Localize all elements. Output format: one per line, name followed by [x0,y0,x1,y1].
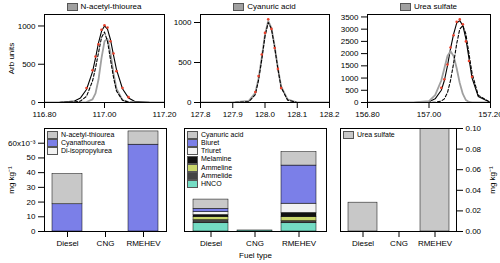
svg-text:0.06: 0.06 [466,165,482,174]
html-text:HNCO: HNCO [201,179,222,187]
svg-text:128.0: 128.0 [255,110,276,119]
html-text:Cyanuric acid: Cyanuric acid [201,131,244,138]
svg-text:2500: 2500 [341,37,359,46]
svg-text:RMEHEV: RMEHEV [282,239,317,248]
html-text:Cyanuric acid: Cyanuric acid [247,2,296,11]
svg-text:0.02: 0.02 [466,206,482,215]
svg-text:60x10⁻³: 60x10⁻³ [8,139,36,148]
svg-text:0: 0 [31,98,36,107]
html-text:Ammeline: Ammeline [201,163,233,171]
svg-text:500: 500 [22,60,36,69]
svg-text:1000: 1000 [174,18,192,27]
svg-text:CNG: CNG [390,239,408,248]
svg-text:0.10: 0.10 [466,124,482,133]
svg-text:157.00: 157.00 [417,110,442,119]
html-text:N-acetyl-thiourea: N-acetyl-thiourea [80,2,142,11]
html-text:Urea sulfate: Urea sulfate [413,2,458,11]
svg-text:3500: 3500 [341,13,359,22]
svg-text:Diesel: Diesel [200,239,222,248]
svg-text:157.20: 157.20 [478,110,500,119]
svg-text:CNG: CNG [97,239,115,248]
svg-text:RMEHEV: RMEHEV [126,239,161,248]
html-text:Triuret: Triuret [201,147,221,155]
svg-text:0: 0 [187,98,192,107]
svg-text:CNG: CNG [246,239,264,248]
svg-text:500: 500 [345,86,359,95]
svg-text:mg kg⁻¹: mg kg⁻¹ [7,166,16,194]
svg-text:30: 30 [27,183,36,192]
svg-text:0.08: 0.08 [466,145,482,154]
html-text:Urea sulfate: Urea sulfate [357,131,395,138]
svg-text:Diesel: Diesel [352,239,374,248]
svg-text:0: 0 [31,227,36,236]
svg-text:Fuel type: Fuel type [239,251,272,260]
svg-text:2000: 2000 [341,49,359,58]
svg-text:117.00: 117.00 [93,110,117,119]
svg-text:1000: 1000 [341,74,359,83]
html-text:Di-isopropylurea: Di-isopropylurea [61,147,112,155]
svg-text:127.9: 127.9 [223,110,244,119]
svg-text:mg kg⁻¹: mg kg⁻¹ [488,166,497,194]
svg-text:127.8: 127.8 [190,110,211,119]
svg-text:156.80: 156.80 [355,110,380,119]
svg-text:117.20: 117.20 [153,110,177,119]
svg-text:0.04: 0.04 [466,186,482,195]
svg-text:128.2: 128.2 [319,110,340,119]
html-text:Melamine: Melamine [201,155,232,163]
svg-text:0: 0 [354,98,359,107]
html-text:Biuret: Biuret [201,139,220,147]
svg-text:20: 20 [27,198,36,207]
svg-text:50: 50 [27,153,36,162]
svg-text:0.00: 0.00 [466,227,482,236]
svg-text:Arb units: Arb units [7,43,16,75]
svg-text:10: 10 [27,212,36,221]
html-text:N-acetyl-thiourea: N-acetyl-thiourea [61,131,115,138]
svg-text:128.1: 128.1 [287,110,308,119]
html-text:Ammelide: Ammelide [201,171,233,179]
svg-text:Diesel: Diesel [56,239,78,248]
svg-text:500: 500 [178,58,192,67]
html-text:Cyanathourea: Cyanathourea [61,139,105,147]
svg-text:RMEHEV: RMEHEV [418,239,453,248]
svg-text:3000: 3000 [341,25,359,34]
svg-text:116.80: 116.80 [33,110,57,119]
svg-text:40: 40 [27,168,36,177]
svg-text:1000: 1000 [18,22,36,31]
svg-text:1500: 1500 [341,61,359,70]
